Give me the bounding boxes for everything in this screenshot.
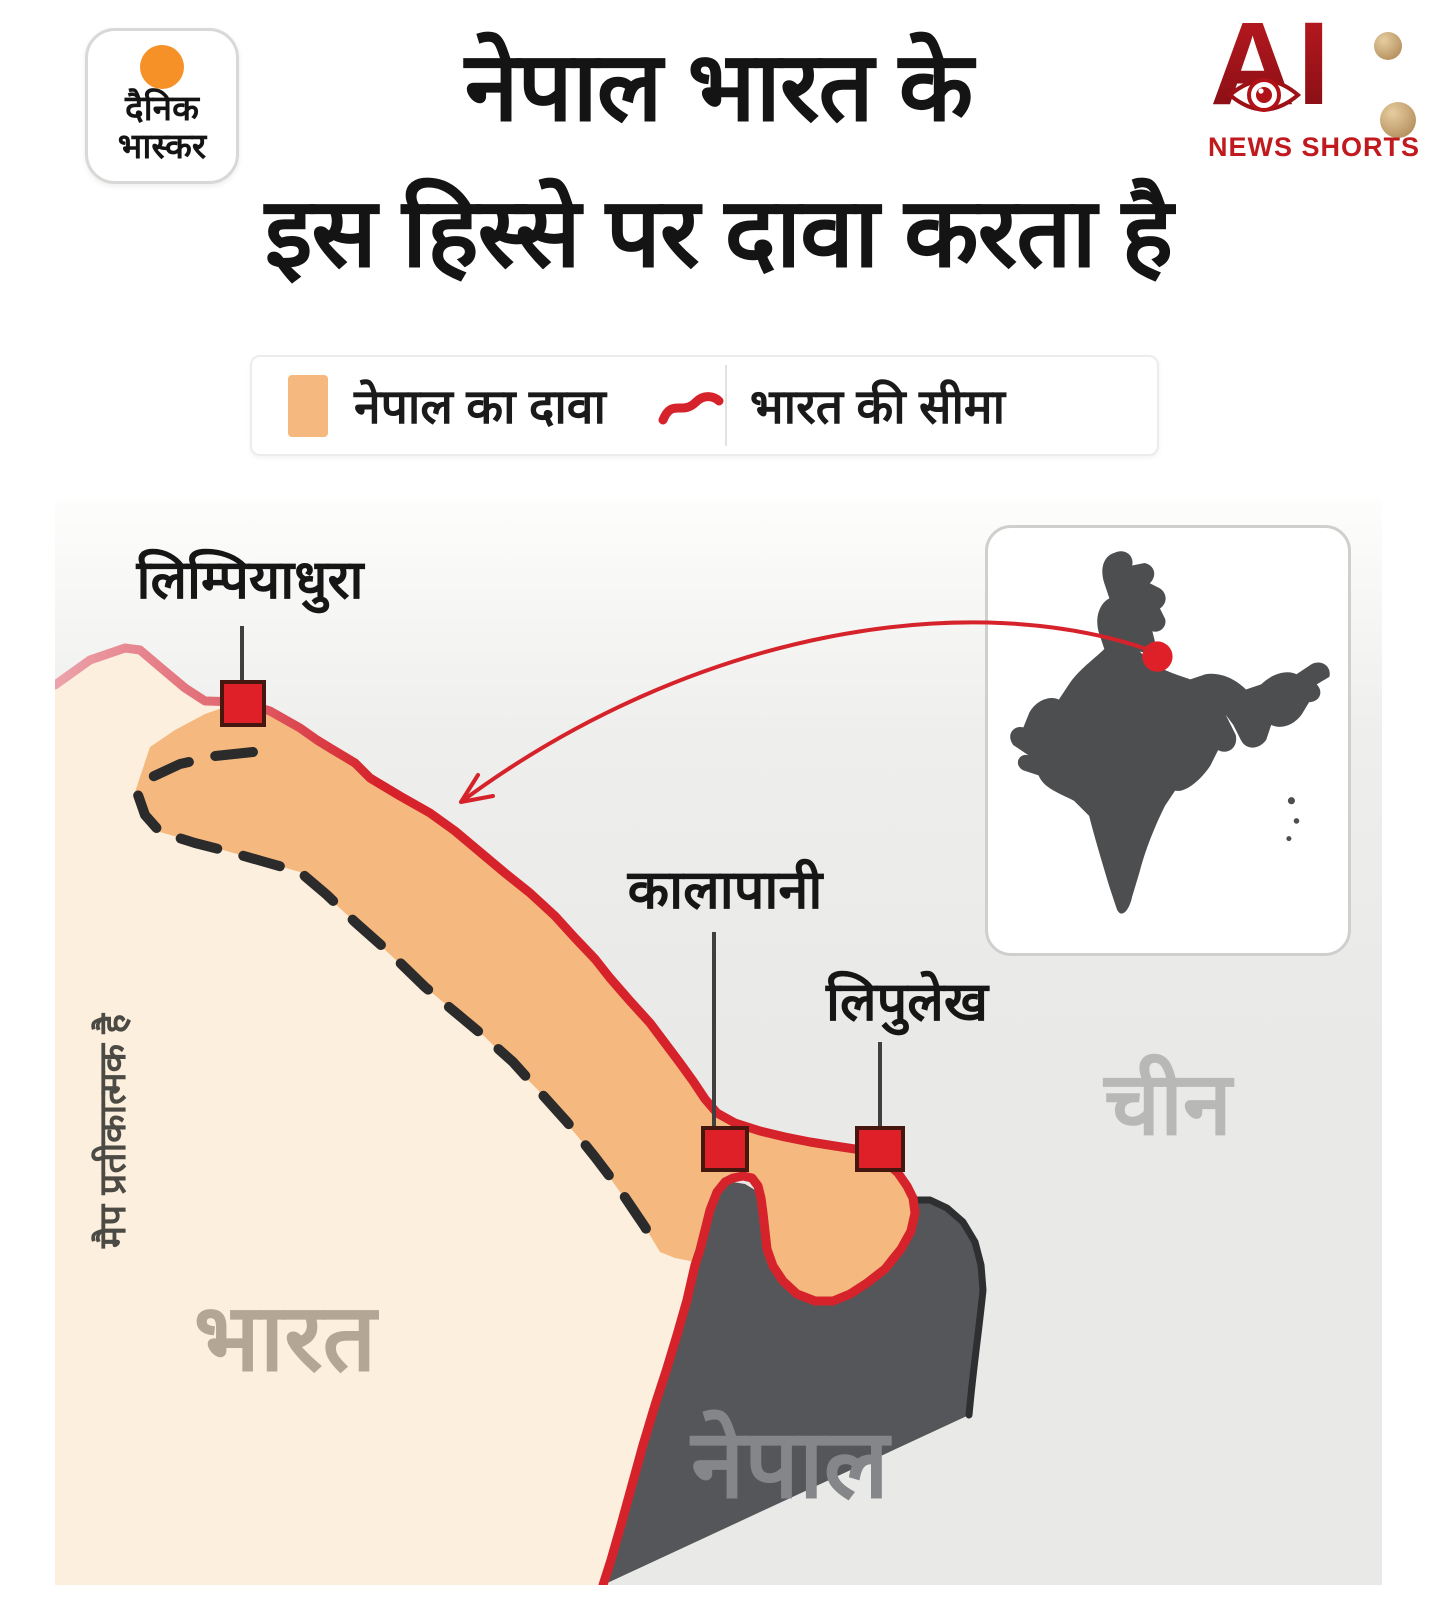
nepal-claim-dashed-line [132,747,663,1255]
india-silhouette [1010,551,1330,914]
infographic-title: नेपाल भारत के इस हिस्से पर दावा करता है [0,14,1437,305]
sun-dot-icon [140,45,184,89]
publisher-name-line2: भास्कर [117,126,207,166]
legend-divider [725,365,727,446]
gold-dot-top [1374,32,1402,60]
limpiyadhura-marker [220,680,266,727]
india-locator-inset [985,525,1351,956]
ai-news-shorts-logo: AI NEWS SHORTS [1198,0,1430,170]
publisher-name-line1: दैनिक [125,89,199,128]
claim-color-swatch [288,374,328,437]
map-disclaimer-note: मैप प्रतीकात्मक है [92,1013,133,1248]
lipulekh-label: लिपुलेख [825,972,989,1032]
border-line-icon [658,391,724,424]
gold-dot-bottom [1380,102,1416,138]
claim-legend-label: नेपाल का दावा [354,381,606,434]
dispute-location-dot [1142,641,1173,672]
channel-tagline: NEWS SHORTS [1207,132,1420,162]
dainik-bhaskar-logo: दैनिक भास्कर [85,28,239,184]
border-dispute-map: लिम्पियाधुरा कालापानी लिपुलेख भारत नेपाल… [55,500,1382,1585]
india-region-label: भारत [193,1285,377,1390]
nepal-region [603,1182,983,1585]
border-legend-label: भारत की सीमा [749,381,1006,434]
eye-icon [1226,78,1302,112]
india-region [55,648,745,1585]
china-region-label: चीन [1104,1054,1232,1153]
lipulekh-marker [855,1126,905,1172]
legend: नेपाल का दावा भारत की सीमा [250,355,1159,456]
kalapani-marker [701,1126,749,1172]
kalapani-label: कालापानी [627,860,823,920]
nepal-region-label: नेपाल [691,1411,889,1518]
nepal-china-boundary [911,1196,987,1419]
title-line-1: नेपाल भारत के [464,32,974,141]
limpiyadhura-label: लिम्पियाधुरा [136,550,364,610]
title-line-2: इस हिस्से पर दावा करता है [264,177,1173,287]
